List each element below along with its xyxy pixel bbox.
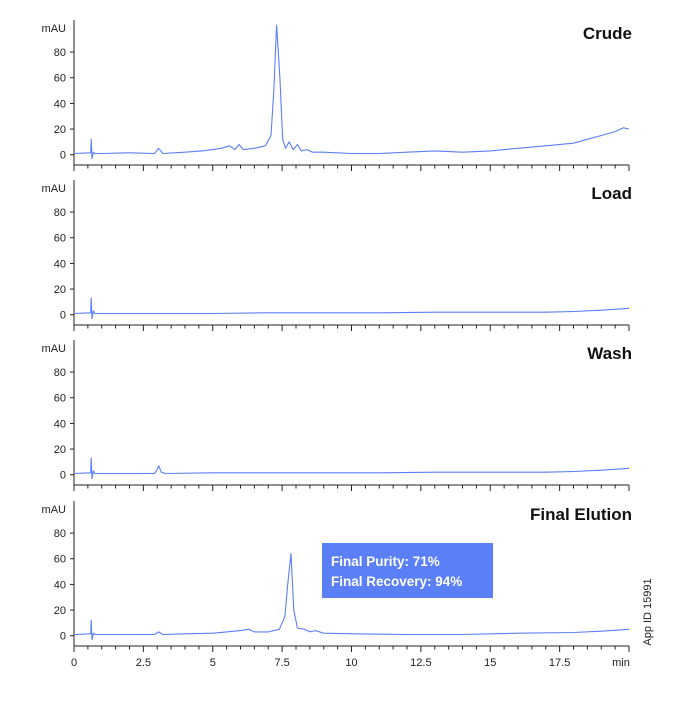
- y-axis-label: mAU: [42, 183, 67, 195]
- x-tick-label: 12.5: [410, 657, 431, 669]
- trace-line-wash: [73, 457, 630, 480]
- panel-title: Wash: [587, 344, 632, 363]
- y-tick-label: 20: [54, 444, 66, 456]
- y-tick-label: 80: [54, 367, 66, 379]
- y-tick-label: 60: [54, 554, 66, 566]
- y-axis-label: mAU: [42, 343, 67, 355]
- y-tick-label: 40: [54, 258, 66, 270]
- y-axis-label: mAU: [42, 23, 67, 35]
- y-tick-label: 40: [54, 579, 66, 591]
- panel-title: Final Elution: [530, 505, 632, 524]
- panel-title: Crude: [583, 24, 632, 43]
- y-axis-label: mAU: [42, 504, 67, 516]
- x-tick-label: 17.5: [549, 657, 570, 669]
- trace-line-final-elution: [73, 553, 630, 641]
- y-tick-label: 0: [60, 470, 66, 482]
- y-tick-label: 0: [60, 150, 66, 162]
- y-tick-label: 80: [54, 207, 66, 219]
- panel-title: Load: [591, 184, 632, 203]
- final-recovery-text: Final Recovery: 94%: [331, 574, 463, 589]
- trace-line-load: [73, 297, 630, 320]
- y-tick-label: 0: [60, 310, 66, 322]
- y-tick-label: 20: [54, 284, 66, 296]
- y-tick-label: 40: [54, 418, 66, 430]
- trace-line-crude: [73, 24, 630, 160]
- y-tick-label: 60: [54, 393, 66, 405]
- y-tick-label: 40: [54, 98, 66, 110]
- x-tick-label: 10: [345, 657, 357, 669]
- x-tick-label: 0: [71, 657, 77, 669]
- x-tick-label: 2.5: [136, 657, 151, 669]
- y-tick-label: 0: [60, 631, 66, 643]
- x-tick-label: 15: [484, 657, 496, 669]
- app-id-text: App ID 15991: [642, 578, 654, 646]
- purity-callout: Final Purity: 71% Final Recovery: 94%: [322, 543, 493, 598]
- y-tick-label: 60: [54, 73, 66, 85]
- y-tick-label: 60: [54, 233, 66, 245]
- y-tick-label: 80: [54, 47, 66, 59]
- x-tick-label: 7.5: [274, 657, 289, 669]
- y-tick-label: 80: [54, 528, 66, 540]
- x-tick-label: 5: [210, 657, 216, 669]
- y-tick-label: 20: [54, 605, 66, 617]
- y-tick-label: 20: [54, 124, 66, 136]
- x-axis-unit-label: min: [612, 657, 630, 669]
- final-purity-text: Final Purity: 71%: [331, 554, 440, 569]
